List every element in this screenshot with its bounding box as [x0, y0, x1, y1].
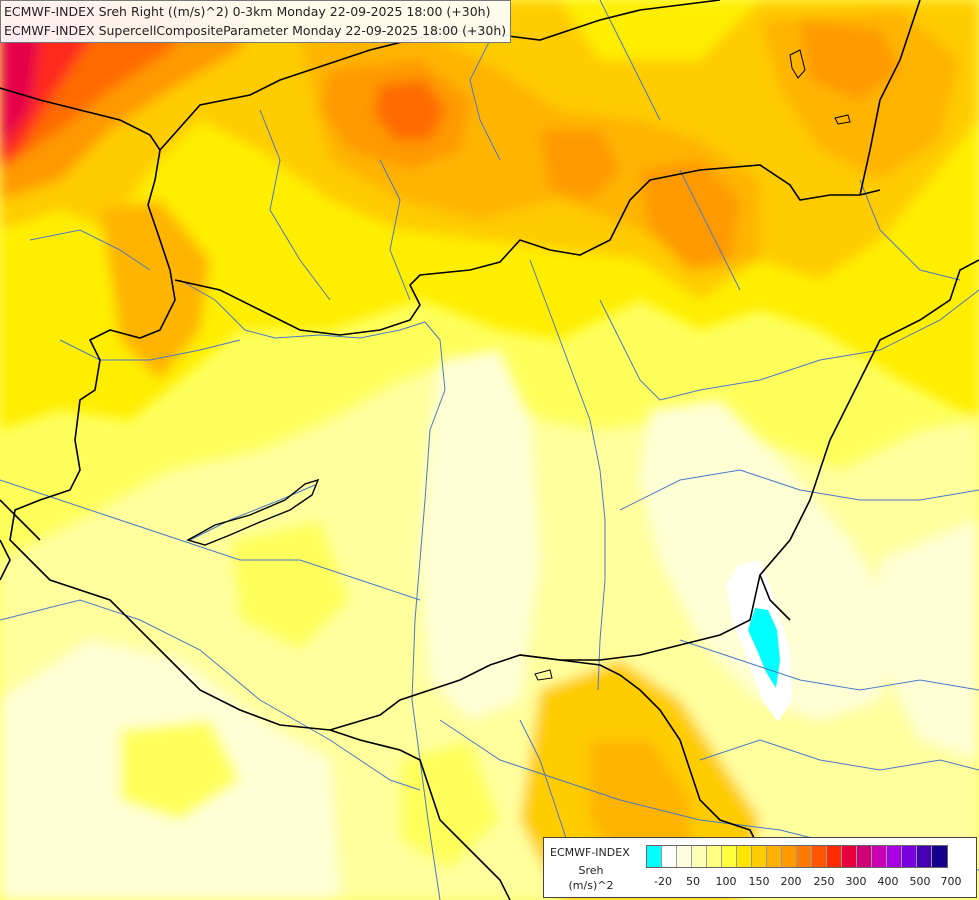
legend-tick-label: 50 [686, 875, 700, 888]
legend-swatch-3 [692, 846, 707, 867]
lake [186, 478, 320, 546]
field-very-pale [420, 350, 540, 720]
color-legend: ECMWF-INDEX Sreh (m/s)^2 -20 50 100 150 200 2… [543, 837, 977, 898]
legend-swatch-15 [872, 846, 887, 867]
legend-parameter: Sreh [578, 864, 604, 877]
legend-swatch-4 [707, 846, 722, 867]
legend-tick-label: 300 [845, 875, 867, 888]
legend-swatch-9 [782, 846, 797, 867]
field-orange-e [640, 160, 740, 270]
legend-tick-label: -20 [654, 875, 672, 888]
legend-tick-labels: -20 50 100 150 200 250 300 400 500 700 [646, 875, 976, 889]
legend-tick-label: 500 [909, 875, 931, 888]
field-yellow-patch-2 [120, 720, 240, 820]
legend-swatch-14 [857, 846, 872, 867]
legend-swatch-16 [887, 846, 902, 867]
legend-swatch-0 [647, 846, 662, 867]
legend-tick-label: 250 [813, 875, 835, 888]
legend-swatch-5 [722, 846, 737, 867]
legend-swatch-13 [842, 846, 857, 867]
field-darkorange-core [375, 80, 445, 140]
field-very-pale-se [880, 520, 979, 760]
legend-swatch-11 [812, 846, 827, 867]
map-title-line-1: ECMWF-INDEX Sreh Right ((m/s)^2) 0-3km M… [4, 4, 491, 19]
legend-tick-label: 150 [748, 875, 770, 888]
legend-swatch-1 [662, 846, 677, 867]
field-orange-mid [540, 130, 620, 200]
legend-swatch-10 [797, 846, 812, 867]
legend-swatch-12 [827, 846, 842, 867]
map-title-line-2: ECMWF-INDEX SupercellCompositeParameter … [4, 23, 507, 38]
field-orange-ne [800, 20, 900, 100]
legend-unit: (m/s)^2 [568, 879, 614, 892]
legend-swatch-6 [737, 846, 752, 867]
lake-small-s [534, 669, 553, 681]
lake-small-ne-2 [834, 114, 851, 125]
legend-swatch-18 [917, 846, 932, 867]
field-very-pale-east [640, 400, 900, 720]
map-title-box: ECMWF-INDEX Sreh Right ((m/s)^2) 0-3km M… [0, 0, 512, 43]
legend-tick-label: 100 [715, 875, 737, 888]
legend-swatch-8 [767, 846, 782, 867]
legend-swatch-2 [677, 846, 692, 867]
field-cyan-spot [748, 608, 780, 688]
legend-tick-label: 200 [780, 875, 802, 888]
legend-color-scale [646, 845, 948, 868]
legend-model-name: ECMWF-INDEX [550, 846, 630, 859]
legend-swatch-7 [752, 846, 767, 867]
legend-tick-label: 400 [877, 875, 899, 888]
legend-tick-label: 700 [940, 875, 962, 888]
field-yellow-patch-1 [230, 520, 350, 650]
legend-swatch-19 [932, 846, 947, 867]
lake-small-ne [789, 49, 806, 79]
field-crimson-nw [0, 20, 40, 150]
legend-swatch-17 [902, 846, 917, 867]
